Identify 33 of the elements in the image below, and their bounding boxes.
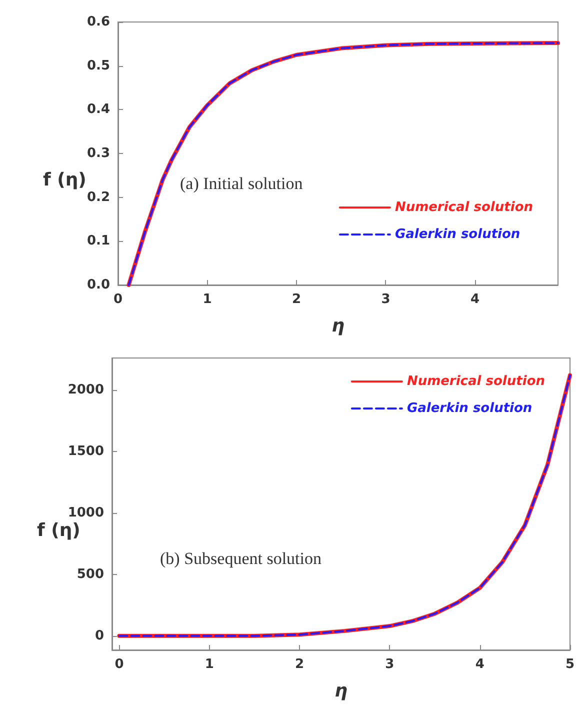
y-tick-label: 0.3: [86, 146, 110, 161]
x-tick-label: 4: [475, 657, 484, 672]
x-tick-label: 0: [114, 657, 124, 672]
x-axis-title: η: [334, 680, 348, 702]
x-tick-label: 1: [204, 657, 214, 672]
x-axis-title: η: [332, 316, 345, 336]
annotation: (b) Subsequent solution: [160, 549, 322, 568]
y-axis-title: f (η): [43, 170, 86, 190]
y-tick-label: 500: [76, 566, 104, 582]
y-tick-label: 0.4: [86, 102, 110, 118]
y-tick-label: 0.2: [86, 190, 110, 205]
x-tick-label: 1: [202, 292, 212, 307]
x-tick-label: 4: [470, 292, 480, 307]
legend-label: Galerkin solution: [406, 401, 532, 416]
annotation: (a) Initial solution: [180, 174, 304, 193]
y-tick-label: 2000: [68, 382, 104, 398]
x-tick-label: 2: [292, 292, 302, 307]
y-axis-title: f (η): [37, 520, 80, 541]
legend-label: Numerical solution: [406, 374, 545, 389]
x-tick-label: 5: [565, 657, 575, 672]
y-tick-label: 0.6: [86, 14, 110, 30]
x-tick-label: 3: [381, 292, 390, 307]
legend-label: Numerical solution: [394, 200, 533, 215]
x-tick-label: 2: [295, 657, 304, 672]
y-tick-label: 0: [94, 628, 104, 644]
y-tick-label: 0.5: [86, 58, 110, 74]
x-tick-label: 3: [385, 657, 394, 672]
y-tick-label: 0.0: [86, 278, 110, 292]
x-tick-label: 0: [113, 292, 123, 307]
y-tick-label: 1500: [68, 444, 104, 459]
y-tick-label: 0.1: [86, 234, 110, 249]
legend-label: Galerkin solution: [394, 227, 520, 242]
y-tick-label: 1000: [68, 505, 104, 520]
